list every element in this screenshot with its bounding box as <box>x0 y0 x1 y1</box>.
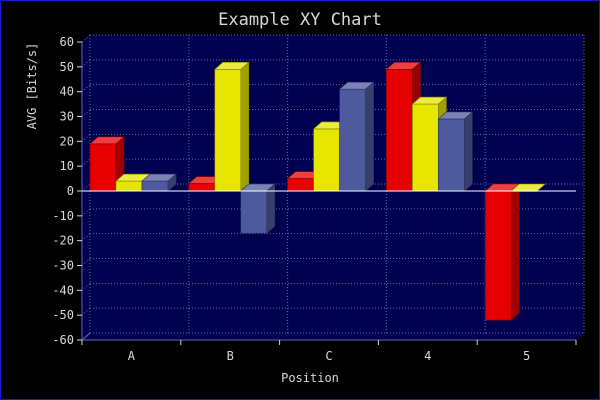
y-tick-label: 20 <box>60 134 74 148</box>
bars <box>89 61 546 321</box>
bar-front <box>188 183 216 192</box>
y-tick-label: -30 <box>52 259 74 273</box>
bar <box>437 111 474 192</box>
y-tick-label: -20 <box>52 234 74 248</box>
bar-side <box>464 111 473 192</box>
y-tick-label: 10 <box>60 159 74 173</box>
bar-front <box>484 190 512 321</box>
x-tick-label: B <box>227 349 234 363</box>
bar-side <box>510 183 520 321</box>
y-tick-label: -40 <box>52 283 74 297</box>
y-tick-label: 0 <box>67 184 74 198</box>
chart-title: Example XY Chart <box>218 10 382 30</box>
x-tick-label: C <box>325 349 332 363</box>
y-axis-ticks: -60 -50 -40 -30 -20 -10 0 10 20 30 40 50 60 <box>52 35 82 347</box>
bar <box>240 183 276 234</box>
x-axis-label: Position <box>281 371 339 385</box>
y-tick-label: -10 <box>52 209 74 223</box>
bar-side <box>365 81 374 192</box>
bar-front <box>115 180 143 192</box>
x-axis-ticks: A B C 4 5 <box>81 340 577 363</box>
bar <box>214 61 250 192</box>
y-tick-label: 40 <box>60 85 74 99</box>
bar <box>385 61 422 192</box>
bar-side <box>167 173 177 192</box>
bar <box>338 81 375 192</box>
bar-side <box>537 183 546 192</box>
depth-line <box>81 332 91 341</box>
bar-side <box>266 183 276 234</box>
bar-front <box>412 103 439 192</box>
y-tick-label: 50 <box>60 60 74 74</box>
bar-front <box>89 143 117 192</box>
bar-front <box>141 180 169 192</box>
bar-front <box>386 69 413 192</box>
bar-front <box>287 178 314 192</box>
x-tick-label: A <box>128 349 136 363</box>
y-axis-label: AVG [Bits/s] <box>25 43 39 130</box>
bar-front <box>240 190 268 234</box>
y-tick-label: -50 <box>52 308 74 322</box>
bar-side <box>240 61 250 192</box>
bar <box>141 173 177 192</box>
y-tick-label: -60 <box>52 333 74 347</box>
x-tick-label: 4 <box>424 349 431 363</box>
y-tick-label: 30 <box>60 110 74 124</box>
bar-front <box>438 118 465 192</box>
bar-front <box>214 69 242 192</box>
x-tick-label: 5 <box>523 349 530 363</box>
bar <box>484 183 520 321</box>
bar-front <box>339 88 366 192</box>
bar-front <box>313 128 340 192</box>
y-tick-label: 60 <box>60 35 74 49</box>
